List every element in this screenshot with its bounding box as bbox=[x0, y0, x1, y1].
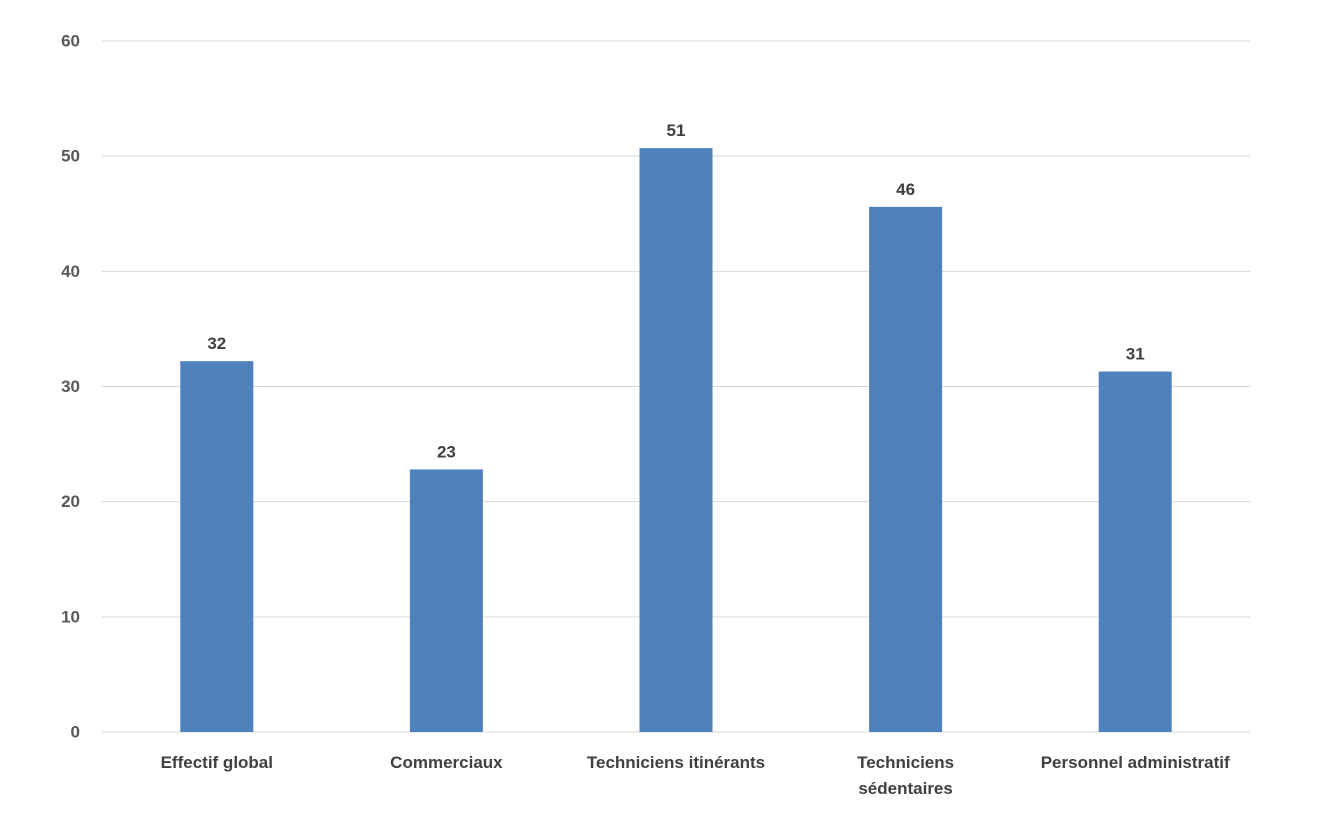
x-category-label-line: Commerciaux bbox=[390, 753, 503, 772]
x-category-label-line: sédentaires bbox=[858, 779, 953, 798]
data-labels: 32 23 51 46 31 bbox=[207, 121, 1144, 461]
x-axis-category-labels: Effectif global Commerciaux Techniciens it… bbox=[161, 753, 1230, 798]
x-category-label-line: Techniciens bbox=[857, 753, 954, 772]
y-tick-label: 30 bbox=[61, 377, 80, 396]
bar-data-label: 31 bbox=[1126, 345, 1145, 364]
x-category-label-line: Effectif global bbox=[161, 753, 273, 772]
bar-data-label: 51 bbox=[667, 121, 686, 140]
x-category-label-line: Personnel administratif bbox=[1041, 753, 1230, 772]
y-tick-label: 10 bbox=[61, 607, 80, 626]
bar-data-label: 23 bbox=[437, 442, 456, 461]
x-category-label: Techniciens sédentaires bbox=[857, 753, 954, 798]
bar bbox=[1098, 371, 1172, 732]
x-category-label: Techniciens itinérants bbox=[587, 753, 765, 772]
x-category-label: Effectif global bbox=[161, 753, 273, 772]
x-category-label-line: Techniciens itinérants bbox=[587, 753, 765, 772]
bars bbox=[180, 148, 1172, 733]
x-category-label: Personnel administratif bbox=[1041, 753, 1230, 772]
bar bbox=[869, 206, 943, 733]
y-tick-label: 40 bbox=[61, 262, 80, 281]
y-tick-label: 60 bbox=[61, 32, 80, 51]
y-tick-label: 50 bbox=[61, 147, 80, 166]
bar bbox=[639, 148, 713, 733]
y-tick-label: 20 bbox=[61, 492, 80, 511]
bar-data-label: 46 bbox=[896, 180, 915, 199]
y-axis-tick-labels: 0 10 20 30 40 50 60 bbox=[61, 32, 80, 742]
y-tick-label: 0 bbox=[71, 723, 80, 742]
bar-data-label: 32 bbox=[207, 334, 226, 353]
bar bbox=[180, 361, 254, 732]
x-category-label: Commerciaux bbox=[390, 753, 503, 772]
bar bbox=[409, 469, 483, 732]
